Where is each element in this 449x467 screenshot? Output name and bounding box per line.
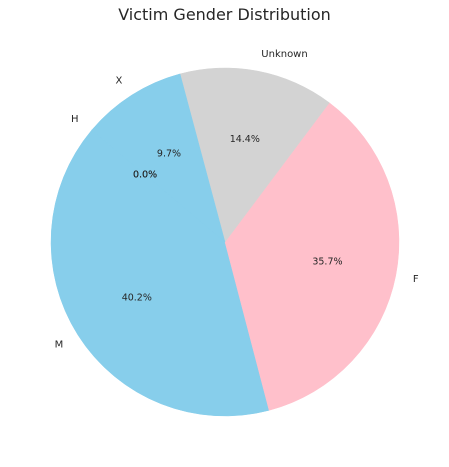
pie-slice-f [224,102,400,411]
pie-slice-m [50,129,270,417]
pie-slice-unknown [179,67,330,243]
slice-pct-label-h: 0.0% [133,169,157,180]
slice-pct-label-slice-5: 0.0% [133,169,157,180]
chart-title: Victim Gender Distribution [118,5,331,24]
slice-pct-label-f: 35.7% [312,257,342,268]
pie-slice-slice-5 [91,129,226,243]
slice-pct-label-unknown: 14.4% [230,134,260,145]
slice-label-f: F [413,274,419,285]
slice-label-h: H [71,114,79,125]
slice-label-m: M [55,339,64,350]
slice-label-unknown: Unknown [261,49,307,60]
slice-pct-label-m: 40.2% [122,292,152,303]
pie-slices [50,67,400,417]
slice-label-x: X [115,75,122,86]
slice-pct-label-x: 9.7% [157,148,181,159]
pie-slice-x [91,73,226,243]
